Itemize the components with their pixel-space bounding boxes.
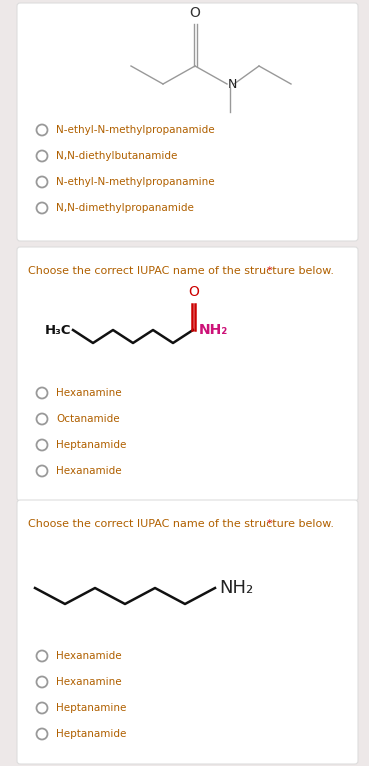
Text: *: * (267, 266, 272, 276)
FancyBboxPatch shape (17, 247, 358, 501)
FancyBboxPatch shape (17, 3, 358, 241)
Text: Choose the correct IUPAC name of the structure below.: Choose the correct IUPAC name of the str… (28, 266, 338, 276)
Text: Heptanamine: Heptanamine (56, 703, 126, 713)
Text: Choose the correct IUPAC name of the structure below.: Choose the correct IUPAC name of the str… (28, 519, 338, 529)
Text: N,N-diethylbutanamide: N,N-diethylbutanamide (56, 151, 177, 161)
Text: H₃C: H₃C (45, 323, 72, 336)
Text: N-ethyl-N-methylpropanamine: N-ethyl-N-methylpropanamine (56, 177, 215, 187)
Text: Hexanamide: Hexanamide (56, 651, 122, 661)
Text: O: O (190, 6, 200, 20)
Text: N-ethyl-N-methylpropanamide: N-ethyl-N-methylpropanamide (56, 125, 215, 135)
Text: Heptanamide: Heptanamide (56, 729, 126, 739)
Text: Hexanamine: Hexanamine (56, 677, 122, 687)
Text: NH₂: NH₂ (219, 579, 253, 597)
Text: Hexanamine: Hexanamine (56, 388, 122, 398)
Text: Hexanamide: Hexanamide (56, 466, 122, 476)
Text: Octanamide: Octanamide (56, 414, 120, 424)
Text: N,N-dimethylpropanamide: N,N-dimethylpropanamide (56, 203, 194, 213)
Text: NH₂: NH₂ (199, 323, 228, 337)
Text: Heptanamide: Heptanamide (56, 440, 126, 450)
Text: *: * (267, 519, 272, 529)
Text: N: N (228, 77, 237, 90)
FancyBboxPatch shape (17, 500, 358, 764)
Text: O: O (188, 285, 199, 299)
